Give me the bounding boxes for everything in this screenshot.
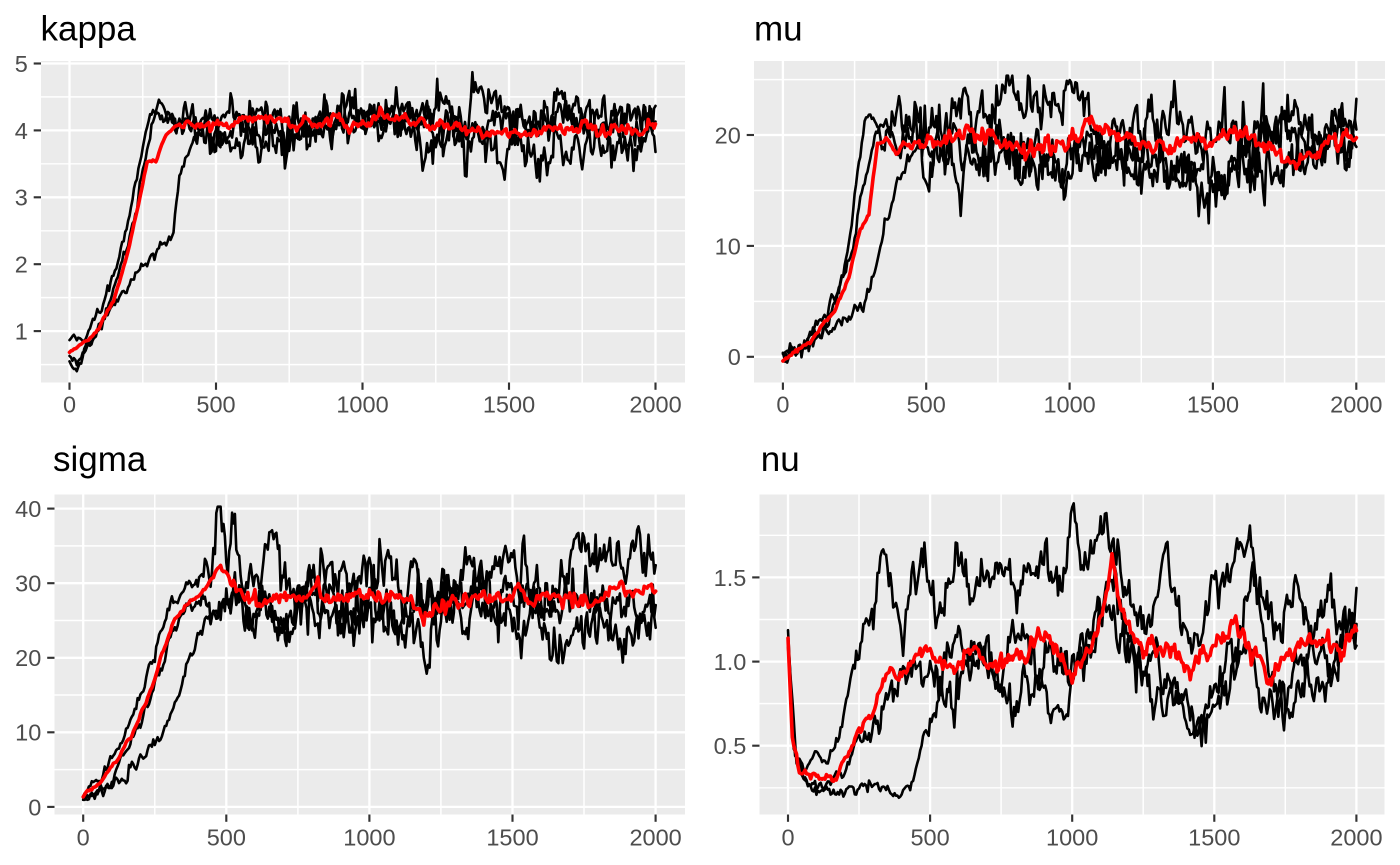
svg-text:2: 2 xyxy=(15,252,28,278)
svg-text:500: 500 xyxy=(196,392,235,418)
svg-text:1500: 1500 xyxy=(1188,825,1240,851)
svg-text:500: 500 xyxy=(907,392,946,418)
svg-text:2000: 2000 xyxy=(1330,392,1382,418)
svg-text:mu: mu xyxy=(754,9,803,48)
svg-text:2000: 2000 xyxy=(629,392,681,418)
svg-text:1000: 1000 xyxy=(343,825,395,851)
svg-text:2000: 2000 xyxy=(1330,825,1382,851)
svg-text:500: 500 xyxy=(910,825,949,851)
svg-text:1000: 1000 xyxy=(336,392,388,418)
svg-text:1: 1 xyxy=(15,319,28,345)
svg-text:0: 0 xyxy=(77,825,90,851)
svg-text:kappa: kappa xyxy=(41,9,137,48)
svg-text:1500: 1500 xyxy=(483,392,535,418)
svg-text:10: 10 xyxy=(15,720,41,746)
svg-text:4: 4 xyxy=(15,118,28,144)
svg-text:0: 0 xyxy=(728,344,741,370)
svg-text:sigma: sigma xyxy=(53,440,147,479)
svg-text:40: 40 xyxy=(15,496,41,522)
svg-text:3: 3 xyxy=(15,185,28,211)
svg-text:0: 0 xyxy=(28,794,41,820)
svg-text:30: 30 xyxy=(15,571,41,597)
svg-text:1000: 1000 xyxy=(1043,392,1095,418)
svg-text:nu: nu xyxy=(761,440,800,479)
svg-text:20: 20 xyxy=(715,122,741,148)
svg-text:2000: 2000 xyxy=(629,825,681,851)
svg-text:1500: 1500 xyxy=(486,825,538,851)
svg-text:1.5: 1.5 xyxy=(714,565,747,591)
svg-text:20: 20 xyxy=(15,645,41,671)
svg-text:0: 0 xyxy=(781,825,794,851)
svg-text:1000: 1000 xyxy=(1046,825,1098,851)
svg-text:500: 500 xyxy=(207,825,246,851)
svg-text:1500: 1500 xyxy=(1187,392,1239,418)
svg-text:10: 10 xyxy=(715,233,741,259)
svg-text:0.5: 0.5 xyxy=(714,733,747,759)
svg-text:0: 0 xyxy=(776,392,789,418)
svg-text:1.0: 1.0 xyxy=(714,649,747,675)
svg-text:5: 5 xyxy=(15,51,28,77)
svg-text:0: 0 xyxy=(63,392,76,418)
